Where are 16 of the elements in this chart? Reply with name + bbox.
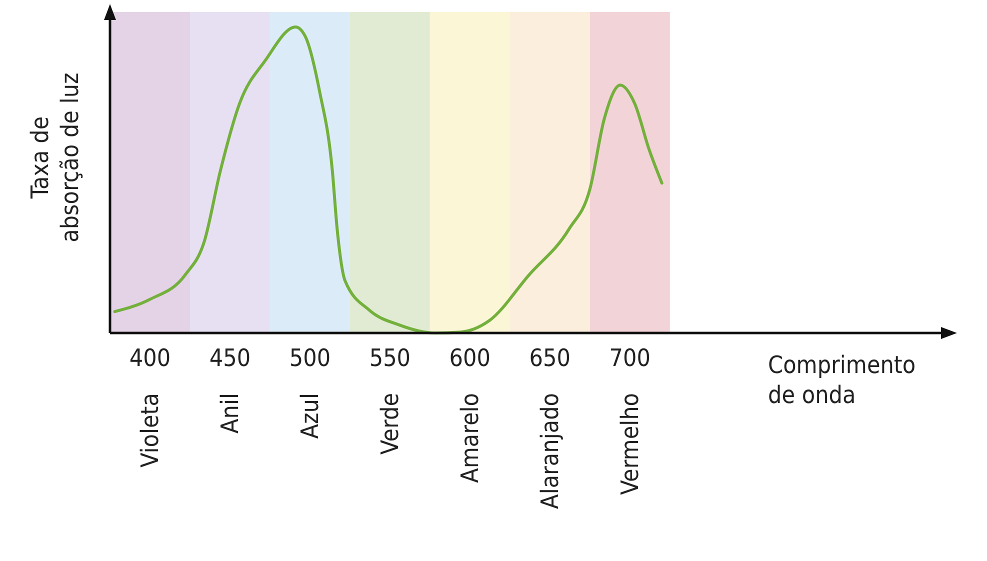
y-axis-title: Taxa de absorção de luz <box>26 72 84 242</box>
band-label: Vermelho <box>616 393 644 495</box>
band-label: Violeta <box>136 393 164 468</box>
x-tick-label: 500 <box>289 344 331 372</box>
x-tick-label: 650 <box>529 344 570 372</box>
band-label: Anil <box>216 393 244 434</box>
band-label: Verde <box>376 393 404 455</box>
x-tick-label: 600 <box>449 344 491 372</box>
x-tick-label: 700 <box>609 344 650 372</box>
x-axis-title: Comprimento de onda <box>768 351 916 409</box>
x-tick-label: 400 <box>129 344 171 372</box>
band-label: Azul <box>296 393 324 439</box>
x-tick-label: 550 <box>369 344 411 372</box>
band-label: Alaranjado <box>536 393 564 509</box>
x-tick-label: 450 <box>209 344 251 372</box>
band-label: Amarelo <box>456 393 484 483</box>
